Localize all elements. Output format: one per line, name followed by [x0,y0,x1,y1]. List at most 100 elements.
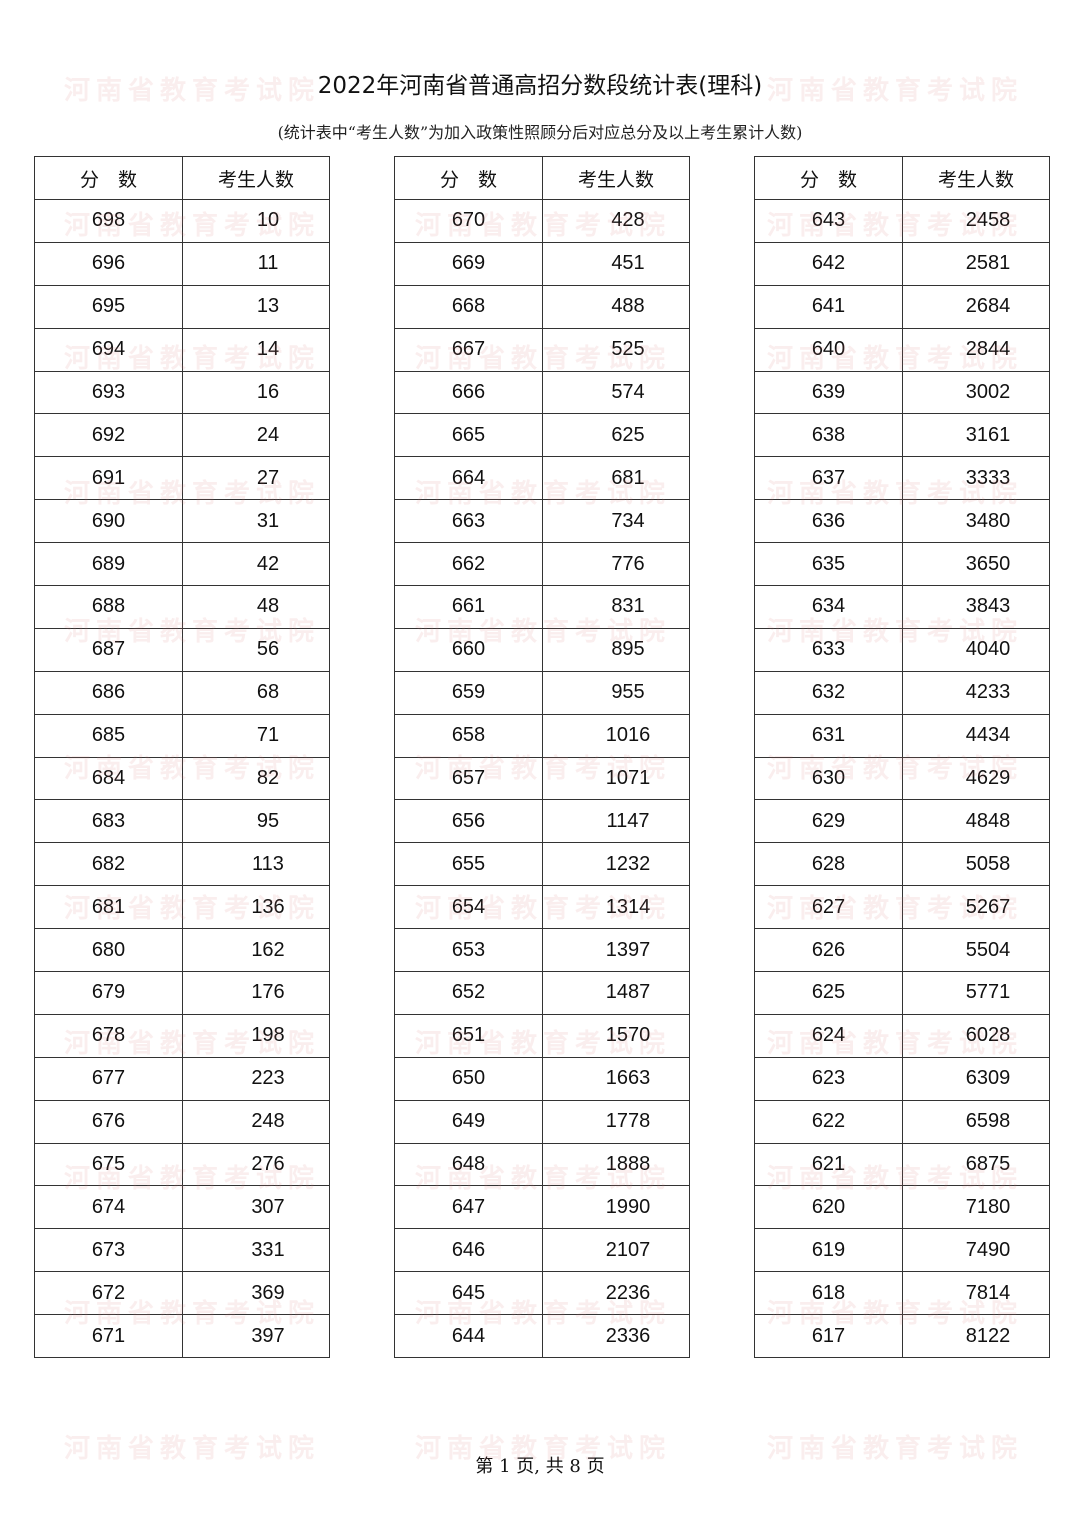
score-cell: 634 [754,585,903,629]
score-cell: 655 [394,842,543,887]
count-cell: 6309 [902,1056,1050,1101]
table-row: 666 574 [394,370,690,415]
table-row: 677 223 [34,1056,330,1101]
score-cell: 625 [754,971,903,1015]
score-cell: 635 [754,542,903,587]
count-cell: 625 [542,413,690,458]
count-cell: 488 [542,284,690,329]
count-cell: 955 [542,670,690,715]
table-row: 679 176 [34,971,330,1015]
table-row: 674 307 [34,1185,330,1230]
score-cell: 650 [394,1056,543,1101]
table-row: 640 2844 [754,327,1050,372]
table-row: 653 1397 [394,928,690,973]
count-cell: 27 [182,456,330,501]
table-row: 667 525 [394,327,690,372]
score-cell: 698 [34,199,183,243]
score-cell: 617 [754,1314,903,1359]
table-row: 671 397 [34,1314,330,1359]
score-cell: 667 [394,327,543,372]
header-score: 分 数 [394,156,543,200]
table-row: 658 1016 [394,713,690,758]
table-row: 696 11 [34,241,330,286]
table-row: 693 16 [34,370,330,415]
count-cell: 176 [182,971,330,1015]
score-cell: 649 [394,1099,543,1144]
count-cell: 331 [182,1228,330,1273]
table-row: 669 451 [394,241,690,286]
score-cell: 666 [394,370,543,415]
score-cell: 664 [394,456,543,501]
score-cell: 626 [754,928,903,973]
score-cell: 651 [394,1013,543,1058]
table-row: 637 3333 [754,456,1050,501]
count-cell: 3843 [902,585,1050,629]
count-cell: 1888 [542,1142,690,1187]
count-cell: 7490 [902,1228,1050,1273]
score-cell: 696 [34,241,183,286]
table-row: 688 48 [34,585,330,629]
score-cell: 633 [754,627,903,672]
table-row: 676 248 [34,1099,330,1144]
score-cell: 685 [34,713,183,758]
table-row: 619 7490 [754,1228,1050,1273]
score-cell: 638 [754,413,903,458]
score-cell: 687 [34,627,183,672]
table-row: 698 10 [34,199,330,243]
score-table-3: 分 数 考生人数 643 2458 642 2581 641 2684 640 2844 639… [754,156,1050,1359]
count-cell: 6875 [902,1142,1050,1187]
table-row: 618 7814 [754,1271,1050,1316]
score-cell: 659 [394,670,543,715]
table-row: 663 734 [394,499,690,544]
count-cell: 31 [182,499,330,544]
count-cell: 5058 [902,842,1050,887]
table-row: 643 2458 [754,199,1050,243]
count-cell: 56 [182,627,330,672]
table-row: 622 6598 [754,1099,1050,1144]
score-cell: 621 [754,1142,903,1187]
count-cell: 1071 [542,756,690,801]
header-count: 考生人数 [542,156,690,200]
table-row: 647 1990 [394,1185,690,1230]
score-table-2: 分 数 考生人数 670 428 669 451 668 488 667 525 666 574 6… [394,156,690,1359]
count-cell: 2336 [542,1314,690,1359]
score-cell: 672 [34,1271,183,1316]
count-cell: 95 [182,799,330,844]
header-count: 考生人数 [902,156,1050,200]
count-cell: 276 [182,1142,330,1187]
count-cell: 13 [182,284,330,329]
table-row: 670 428 [394,199,690,243]
score-cell: 678 [34,1013,183,1058]
table-row: 641 2684 [754,284,1050,329]
table-row: 660 895 [394,627,690,672]
table-row: 654 1314 [394,885,690,930]
count-cell: 1778 [542,1099,690,1144]
count-cell: 248 [182,1099,330,1144]
page-title: 2022年河南省普通高招分数段统计表(理科) [317,73,763,99]
score-cell: 639 [754,370,903,415]
table-row: 656 1147 [394,799,690,844]
table-row: 672 369 [34,1271,330,1316]
header-score: 分 数 [34,156,183,200]
score-cell: 691 [34,456,183,501]
page-subtitle: (统计表中“考生人数”为加入政策性照顾分后对应总分及以上考生累计人数) [277,123,803,142]
score-cell: 619 [754,1228,903,1273]
score-cell: 640 [754,327,903,372]
score-cell: 669 [394,241,543,286]
score-cell: 647 [394,1185,543,1230]
table-row: 687 56 [34,627,330,672]
count-cell: 1147 [542,799,690,844]
count-cell: 11 [182,241,330,286]
count-cell: 42 [182,542,330,587]
score-cell: 656 [394,799,543,844]
count-cell: 2684 [902,284,1050,329]
count-cell: 223 [182,1056,330,1101]
score-cell: 668 [394,284,543,329]
count-cell: 5267 [902,885,1050,930]
table-row: 621 6875 [754,1142,1050,1187]
table-row: 629 4848 [754,799,1050,844]
count-cell: 1232 [542,842,690,887]
table-row: 659 955 [394,670,690,715]
score-cell: 620 [754,1185,903,1230]
table-row: 665 625 [394,413,690,458]
